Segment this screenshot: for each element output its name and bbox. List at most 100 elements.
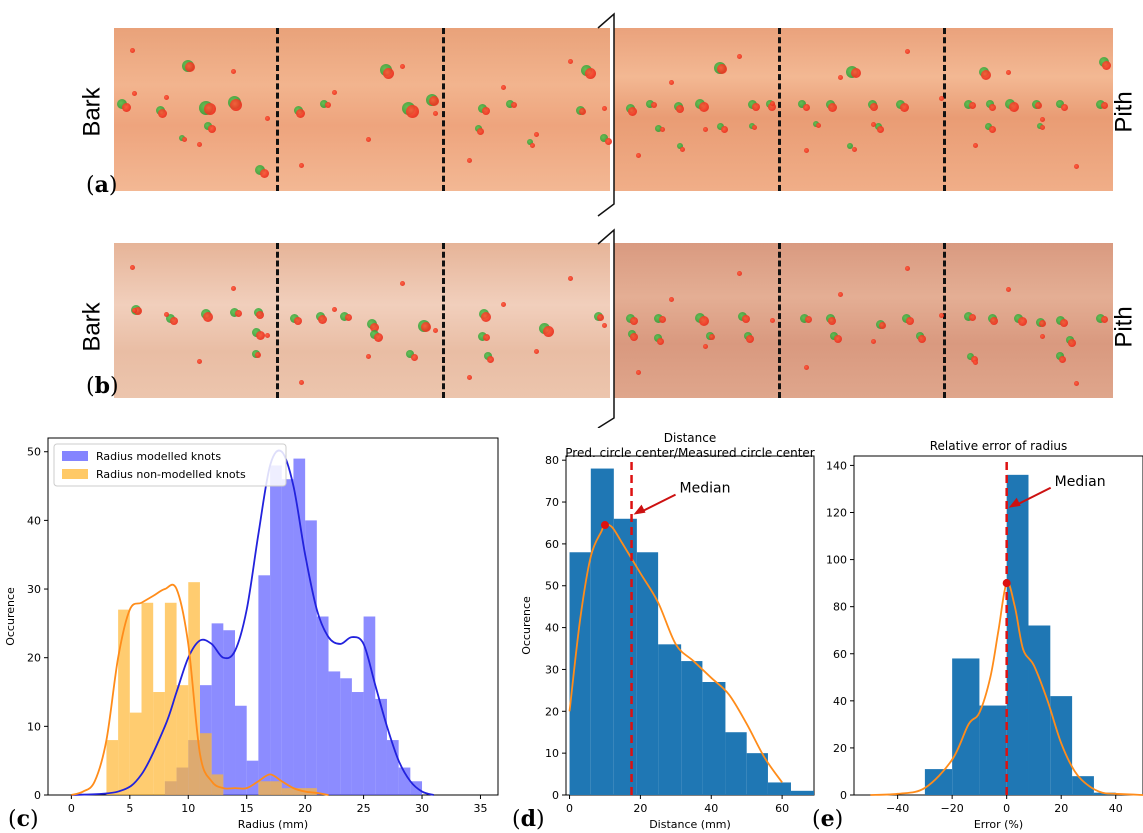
chart-title: Distance	[664, 431, 716, 445]
board-separator	[778, 243, 781, 398]
y-tick-label: 20	[545, 705, 559, 718]
knot-marker-predicted	[970, 355, 978, 363]
y-tick-label: 70	[545, 496, 559, 509]
knot-marker-measured	[1095, 99, 1105, 109]
knot-marker-predicted	[679, 146, 685, 152]
y-axis-label: Occurence	[4, 587, 17, 646]
knot-marker-predicted	[410, 353, 418, 361]
histogram-bar	[188, 582, 200, 795]
knot-marker-predicted	[481, 312, 491, 322]
y-tick-label: 100	[826, 554, 847, 567]
histogram-bar	[569, 552, 591, 795]
y-tick-label: 80	[545, 454, 559, 467]
y-tick-label: 50	[545, 580, 559, 593]
knot-marker-predicted	[405, 104, 419, 118]
knot-marker-predicted	[709, 334, 715, 340]
histogram-bar	[293, 458, 306, 795]
knot-marker-predicted	[317, 314, 327, 324]
x-tick-label: −20	[941, 802, 964, 815]
histogram-bar	[681, 661, 703, 795]
knot-marker-predicted	[578, 107, 586, 115]
histogram-bar	[246, 760, 259, 795]
knot-marker-predicted	[500, 85, 506, 90]
board-separator	[276, 28, 279, 191]
histogram-bar	[153, 692, 165, 795]
knot-marker-predicted	[627, 106, 637, 116]
y-tick-label: 140	[826, 459, 847, 472]
knot-marker-predicted	[130, 265, 135, 270]
knot-marker-measured	[963, 99, 973, 109]
knot-marker-predicted	[295, 108, 305, 118]
x-tick-label: 60	[775, 802, 789, 815]
histogram-bar	[141, 602, 154, 795]
knot-marker-predicted	[1039, 117, 1045, 122]
knot-marker-predicted	[802, 103, 810, 111]
annotation-arrowhead	[633, 504, 646, 515]
knot-marker-predicted	[905, 49, 911, 54]
radius-histogram-chart: 0 5 10 15 20 25 30 35 0 10 20 30 40 50 Radius (mm) Occu…	[4, 437, 499, 831]
y-tick-label: 30	[27, 583, 41, 596]
knot-marker-measured	[716, 122, 724, 130]
histogram-bar	[1072, 776, 1094, 795]
histogram-bar	[211, 774, 224, 795]
histogram-bar	[1006, 474, 1029, 795]
knot-marker-predicted	[988, 103, 996, 111]
knot-marker-predicted	[467, 158, 472, 163]
knot-marker-predicted	[851, 146, 857, 152]
y-tick-label: 30	[545, 663, 559, 676]
x-tick-label: 15	[240, 802, 254, 815]
knot-marker-predicted	[834, 335, 842, 343]
knot-marker-predicted	[601, 323, 607, 328]
knot-marker-predicted	[699, 316, 709, 326]
knot-marker-measured	[339, 311, 349, 321]
x-axis-label: Error (%)	[974, 818, 1023, 831]
knot-marker-predicted	[157, 108, 167, 118]
x-tick-label: 20	[633, 802, 647, 815]
knot-marker-predicted	[234, 309, 242, 317]
histogram-bar	[658, 644, 682, 795]
y-tick-label: 0	[552, 789, 559, 802]
y-axis-label: Occurence	[520, 596, 533, 655]
knot-marker-predicted	[382, 67, 394, 79]
knot-marker-predicted	[255, 330, 265, 340]
median-annotation: Median	[680, 481, 731, 497]
histogram-bar	[164, 602, 177, 795]
knot-marker-predicted	[804, 148, 809, 153]
kde-peak-marker	[600, 521, 609, 530]
y-tick-label: 80	[833, 601, 847, 614]
knot-marker-predicted	[325, 102, 331, 108]
knot-marker-predicted	[720, 125, 728, 133]
knot-marker-predicted	[736, 271, 742, 276]
knot-marker-predicted	[185, 62, 195, 72]
knot-marker-predicted	[837, 75, 843, 80]
knot-marker-predicted	[132, 308, 138, 313]
histogram-bar	[129, 712, 142, 795]
knot-marker-predicted	[899, 102, 909, 112]
knot-marker-predicted	[871, 122, 877, 127]
histogram-bar	[118, 609, 130, 795]
knot-marker-predicted	[651, 102, 657, 108]
kde-curve	[870, 581, 1143, 796]
knot-marker-predicted	[204, 103, 216, 115]
knot-marker-predicted	[163, 95, 169, 100]
knot-marker-predicted	[604, 137, 612, 145]
radius-error-histogram-chart: −40 −20 0 20 40 0 20 40 60 80 100 120 140 Error (%) Re…	[826, 439, 1143, 831]
knot-marker-predicted	[429, 96, 439, 106]
knot-marker-predicted	[130, 48, 135, 53]
knot-marker-predicted	[230, 99, 242, 111]
knot-marker-measured	[600, 134, 608, 142]
knot-marker-predicted	[876, 125, 884, 133]
kde-peak-marker	[1002, 579, 1011, 588]
knot-marker-predicted	[1100, 101, 1108, 109]
knot-marker-predicted	[972, 360, 978, 365]
knot-marker-predicted	[770, 101, 776, 106]
knot-marker-predicted	[870, 103, 878, 111]
knot-marker-predicted	[203, 312, 213, 322]
knot-marker-predicted	[433, 111, 439, 116]
pith-label-b: Pith	[1110, 306, 1138, 348]
knot-marker-predicted	[746, 335, 754, 343]
knot-marker-predicted	[1060, 319, 1068, 327]
knot-marker-predicted	[170, 317, 178, 325]
knot-marker-predicted	[988, 125, 996, 133]
knot-marker-predicted	[568, 276, 574, 281]
